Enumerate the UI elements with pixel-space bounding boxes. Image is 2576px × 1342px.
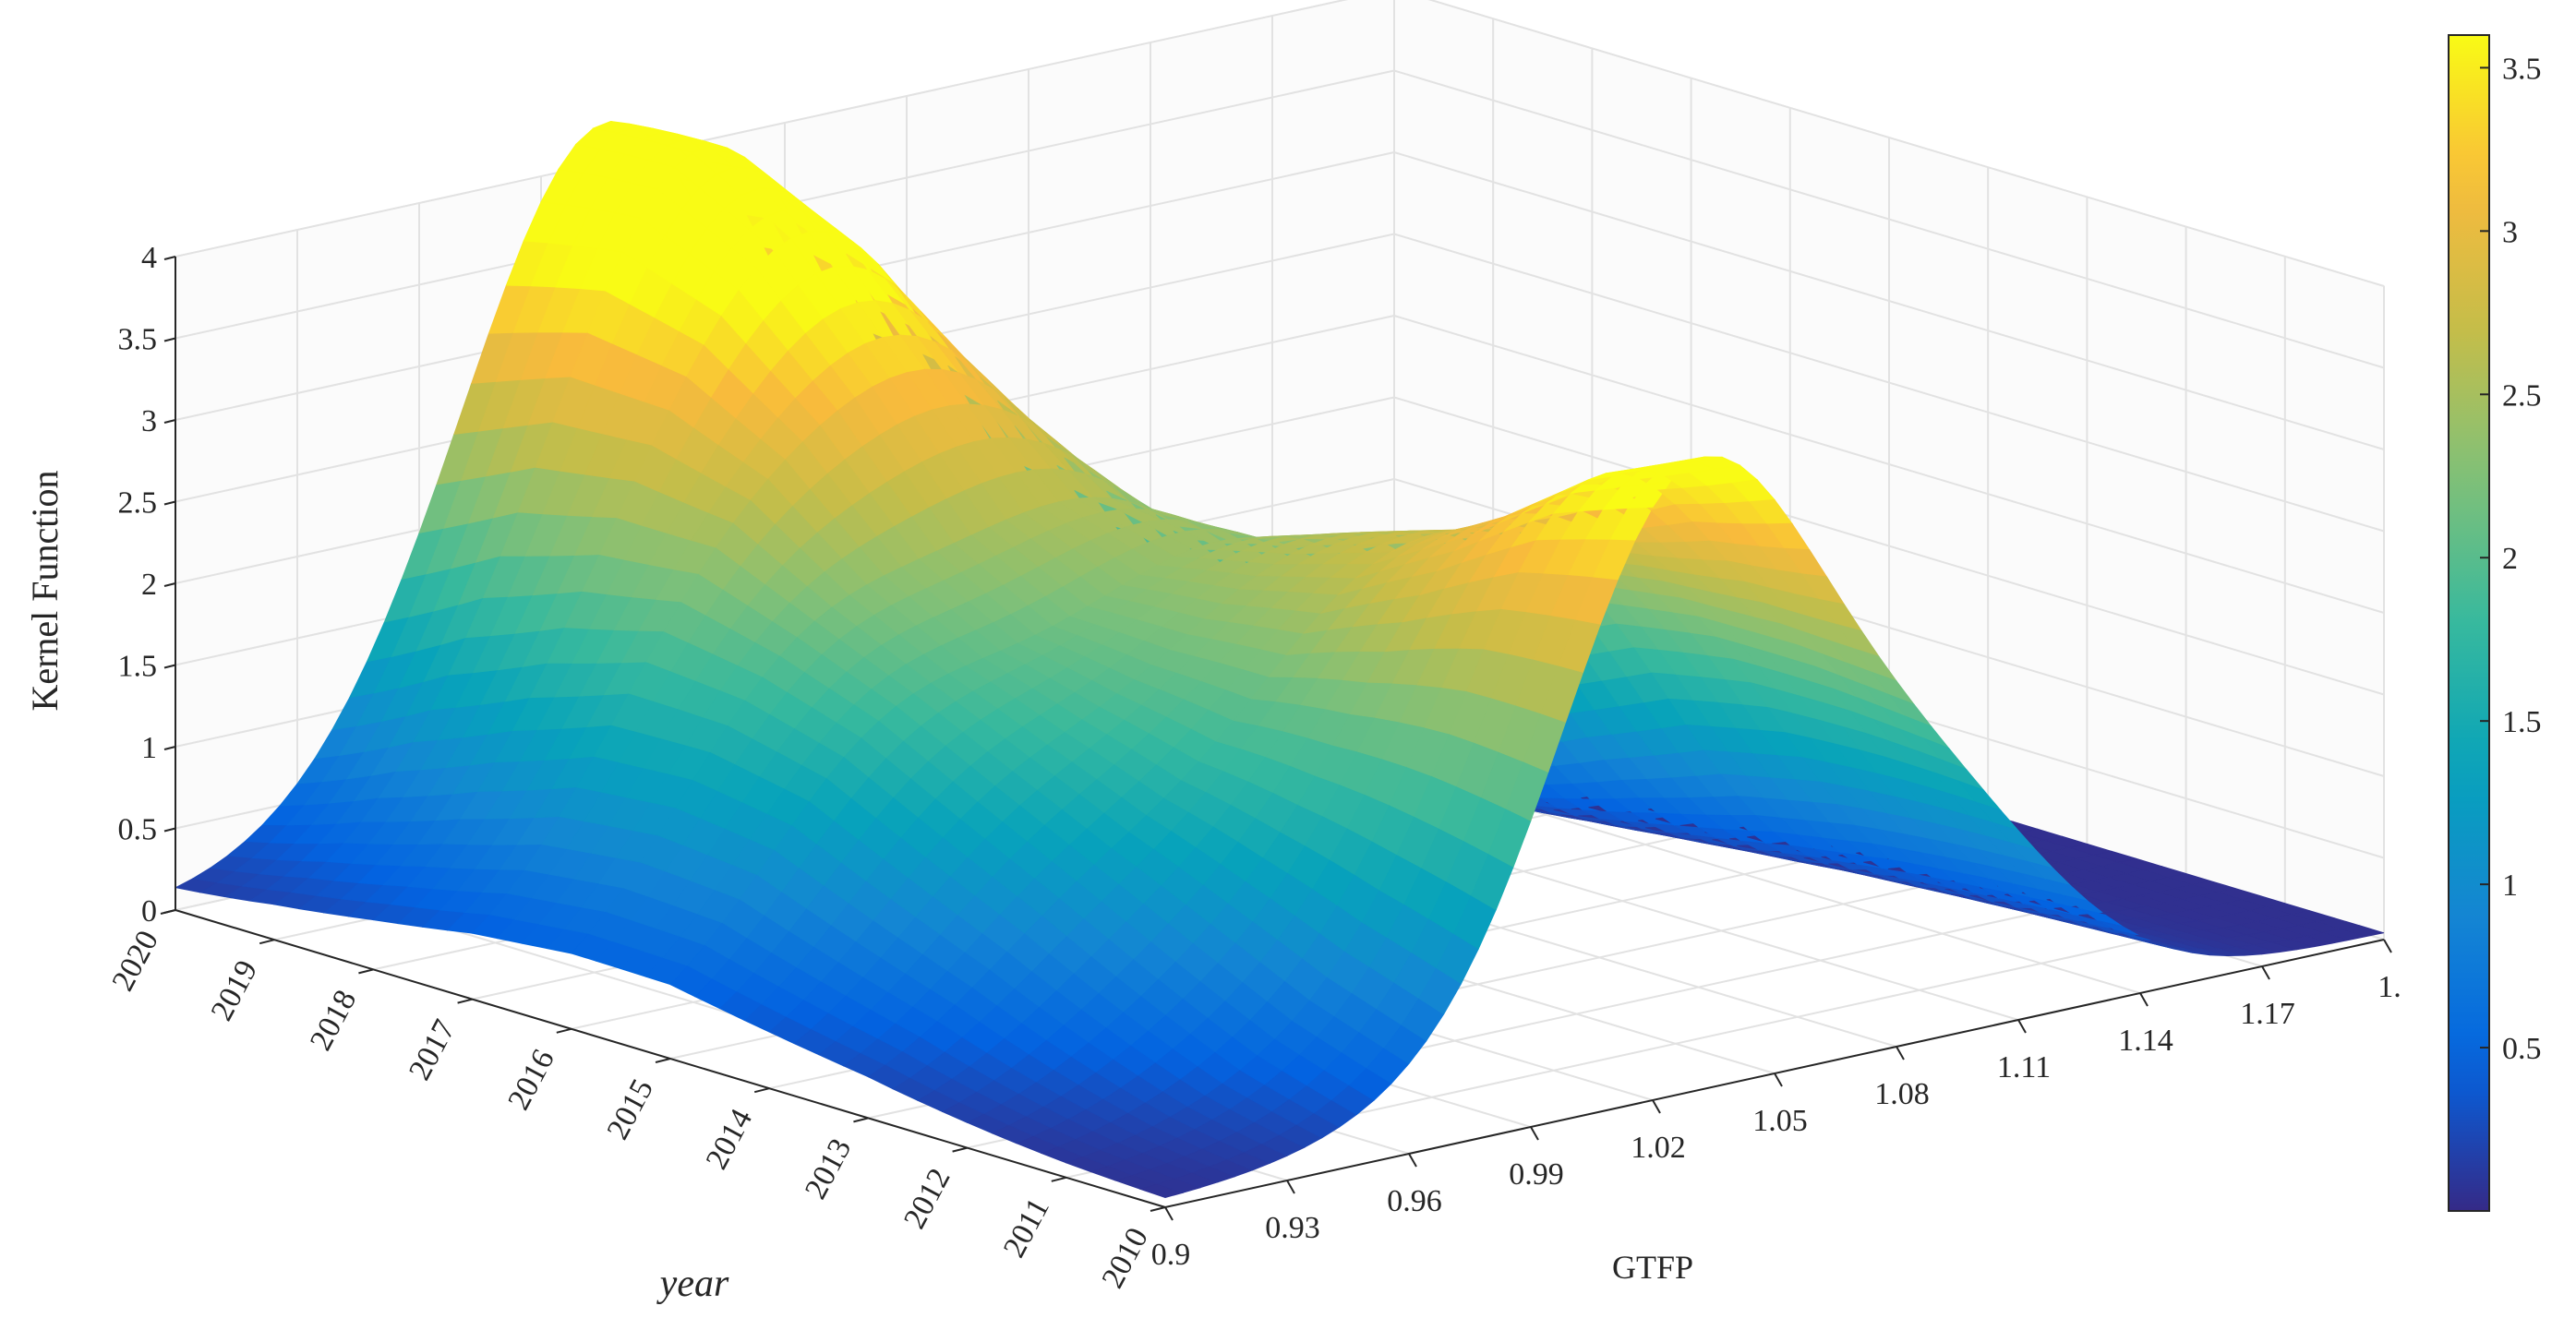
year-tick-mark [853, 1117, 869, 1123]
z-tick-label: 3 [141, 404, 157, 438]
z-tick-mark [163, 337, 176, 342]
gtfp-tick-label: 1.14 [2118, 1024, 2173, 1058]
z-tick-mark [163, 419, 176, 424]
gtfp-tick-mark [1896, 1046, 1905, 1060]
year-tick-label: 2011 [997, 1192, 1056, 1263]
year-tick-label: 2012 [897, 1163, 957, 1234]
year-tick-label: 2016 [501, 1044, 561, 1115]
year-tick-mark [1051, 1176, 1067, 1182]
z-tick-label: 0 [141, 894, 157, 929]
grid-line-z-side [1393, 396, 2385, 696]
z-tick-label: 4 [141, 241, 157, 275]
gtfp-tick-label: 1. [2377, 970, 2401, 1004]
gtfp-tick-mark [2383, 939, 2392, 953]
year-tick-mark [556, 1027, 572, 1034]
gtfp-tick-mark [2017, 1019, 2027, 1034]
grid-line-z-side [1393, 315, 2385, 614]
year-tick-label: 2017 [403, 1014, 463, 1085]
z-tick-label: 2 [141, 568, 157, 602]
gtfp-tick-mark [1530, 1126, 1539, 1141]
z-tick-label: 1.5 [118, 650, 158, 684]
year-tick-mark [259, 939, 275, 945]
z-tick-label: 2.5 [118, 486, 158, 521]
year-tick-mark [655, 1058, 671, 1063]
colorbar-tick-label: 1.5 [2502, 705, 2542, 739]
z-tick-label: 1 [141, 731, 157, 765]
gtfp-tick-label: 1.11 [1997, 1050, 2051, 1084]
gtfp-tick-label: 0.99 [1509, 1157, 1564, 1192]
z-tick-mark [163, 500, 176, 506]
year-tick-mark [1150, 1206, 1166, 1212]
gtfp-tick-label: 0.93 [1265, 1211, 1320, 1245]
z-tick-label: 0.5 [118, 813, 158, 847]
grid-line-z-side [1393, 69, 2385, 369]
grid-line-z-side [1393, 151, 2385, 450]
gtfp-tick-mark [1652, 1099, 1661, 1114]
y-axis-label: year [656, 1263, 729, 1305]
grid-line-z-side [1427, 0, 2385, 287]
grid-line-z-back [175, 0, 1349, 258]
z-tick-mark [163, 909, 176, 914]
gtfp-tick-label: 0.9 [1151, 1238, 1191, 1272]
year-tick-mark [753, 1087, 770, 1094]
year-tick-label: 2014 [700, 1104, 760, 1175]
gtfp-tick-label: 1.02 [1631, 1131, 1686, 1165]
gtfp-tick-mark [2139, 992, 2149, 1007]
z-tick-mark [163, 827, 176, 833]
colorbar-tick-label: 1 [2502, 869, 2518, 903]
year-tick-mark [358, 968, 374, 975]
gtfp-tick-mark [1774, 1072, 1783, 1087]
z-tick-mark [163, 664, 176, 669]
year-tick-label: 2019 [205, 955, 265, 1026]
colorbar: 0.5 1 1.5 2 2.5 3 3.5 [2448, 34, 2542, 1212]
year-tick-label: 2013 [799, 1133, 859, 1204]
year-tick-label: 2010 [1095, 1222, 1155, 1293]
colorbar-gradient [2448, 34, 2490, 1212]
gtfp-tick-mark [1286, 1180, 1295, 1194]
kernel-surface [174, 120, 2385, 1199]
z-axis-label: Kernel Function [24, 470, 66, 711]
z-tick-mark [163, 256, 176, 260]
gtfp-tick-label: 1.05 [1752, 1104, 1808, 1138]
gtfp-tick-mark [1408, 1153, 1417, 1168]
year-tick-mark [457, 998, 473, 1004]
colorbar-tick-label: 2.5 [2502, 378, 2542, 413]
z-tick-mark [163, 582, 176, 587]
surface-patch [2341, 925, 2385, 938]
gtfp-tick-label: 0.96 [1387, 1184, 1442, 1218]
gtfp-tick-label: 1.08 [1874, 1077, 1930, 1111]
year-tick-label: 2015 [600, 1073, 660, 1144]
z-tick-mark [163, 746, 176, 750]
gtfp-tick-mark [2261, 965, 2270, 980]
colorbar-tick-label: 3.5 [2502, 52, 2542, 86]
year-tick-mark [952, 1146, 968, 1153]
colorbar-tick-label: 2 [2502, 542, 2518, 576]
year-tick-label: 2020 [105, 925, 165, 996]
gtfp-tick-mark [1164, 1206, 1174, 1221]
year-tick-label: 2018 [304, 985, 364, 1056]
gtfp-tick-label: 1.17 [2240, 997, 2295, 1031]
z-tick-label: 3.5 [118, 323, 158, 357]
colorbar-tick-label: 3 [2502, 215, 2518, 249]
colorbar-tick-label: 0.5 [2502, 1032, 2542, 1066]
x-axis-label: GTFP [1612, 1249, 1693, 1286]
grid-line-z-side [1393, 233, 2385, 533]
